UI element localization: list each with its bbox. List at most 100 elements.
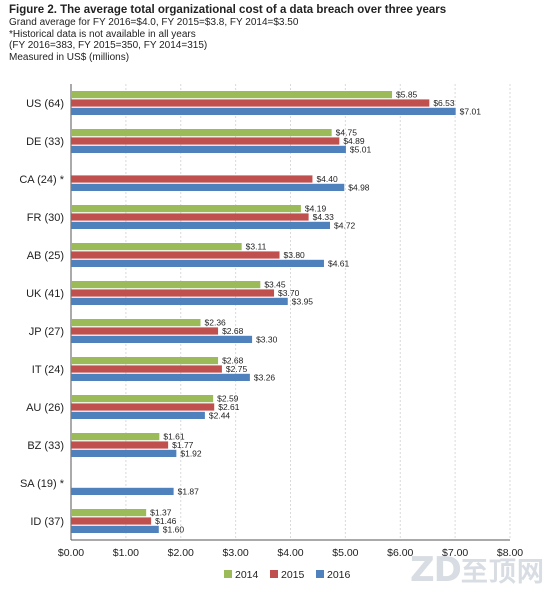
data-label: $5.85 [396, 90, 418, 100]
bar-2014 [71, 91, 393, 99]
data-label: $3.95 [292, 297, 314, 307]
legend-swatch [224, 570, 232, 578]
bar-2015 [71, 99, 430, 107]
legend-label: 2015 [281, 569, 305, 581]
bar-2015 [71, 175, 313, 183]
bar-2015 [71, 137, 340, 145]
category-label: FR (30) [27, 212, 64, 224]
bar-2016 [71, 107, 456, 115]
x-tick-label: $4.00 [277, 547, 303, 559]
data-label: $4.19 [305, 204, 327, 214]
bar-2016 [71, 487, 174, 495]
note-units: Measured in US$ (millions) [9, 51, 130, 63]
data-label: $2.59 [217, 394, 239, 404]
category-label: BZ (33) [27, 440, 64, 452]
bar-2016 [71, 297, 288, 305]
bar-2015 [71, 403, 215, 411]
legend-swatch [316, 570, 324, 578]
data-label: $4.72 [334, 221, 356, 231]
data-label: $4.75 [336, 128, 358, 138]
data-label: $3.11 [246, 242, 267, 252]
bar-2016 [71, 259, 324, 267]
x-tick-label: $0.00 [58, 547, 84, 559]
data-label: $7.01 [460, 107, 482, 117]
data-label: $2.61 [218, 402, 240, 412]
bar-2016 [71, 449, 177, 457]
bar-2014 [71, 433, 160, 441]
bar-2015 [71, 289, 275, 297]
bar-2014 [71, 205, 301, 213]
note-grand-average: Grand average for FY 2016=$4.0, FY 2015=… [9, 17, 299, 28]
x-tick-label: $6.00 [387, 547, 413, 559]
data-label: $3.30 [256, 335, 278, 345]
category-label: ID (37) [30, 516, 64, 528]
chart-title: Figure 2. The average total organization… [9, 4, 447, 16]
bar-2015 [71, 441, 169, 449]
bar-2015 [71, 213, 309, 221]
watermark-cn: 至顶网 [460, 557, 545, 588]
category-label: SA (19) * [20, 478, 65, 490]
legend-label: 2014 [235, 569, 259, 581]
data-label: $1.60 [163, 525, 185, 535]
x-tick-label: $2.00 [168, 547, 194, 559]
bar-2014 [71, 129, 332, 137]
data-label: $4.89 [343, 136, 365, 146]
bar-2015 [71, 251, 280, 259]
bar-2016 [71, 221, 331, 229]
data-label: $1.61 [163, 432, 185, 442]
bar-2016 [71, 335, 253, 343]
bar-2015 [71, 517, 152, 525]
category-label: CA (24) * [19, 174, 64, 186]
bar-2014 [71, 357, 219, 365]
data-label: $3.80 [284, 250, 306, 260]
watermark-latin: ZD [410, 550, 462, 590]
x-tick-label: $3.00 [222, 547, 248, 559]
data-label: $3.70 [278, 288, 300, 298]
bar-2014 [71, 281, 261, 289]
legend-label: 2016 [327, 569, 351, 581]
legend-swatch [270, 570, 278, 578]
bar-2014 [71, 509, 147, 517]
x-tick-label: $1.00 [113, 547, 139, 559]
bar-2015 [71, 327, 219, 335]
note-historical: *Historical data is not available in all… [9, 28, 196, 40]
bar-2016 [71, 411, 205, 419]
bar-2014 [71, 395, 214, 403]
watermark-logo: ZD至顶网 [410, 550, 545, 590]
bar-2016 [71, 525, 159, 533]
chart-header: Figure 2. The average total organization… [9, 3, 549, 63]
category-label: AB (25) [27, 250, 64, 262]
bar-2016 [71, 373, 250, 381]
note-sample-sizes: (FY 2016=383, FY 2015=350, FY 2014=315) [9, 40, 208, 51]
data-label: $2.68 [222, 356, 244, 366]
bar-2015 [71, 365, 222, 373]
data-label: $6.53 [433, 98, 455, 108]
bar-2014 [71, 319, 201, 327]
data-label: $4.61 [328, 259, 350, 269]
x-tick-label: $7.00 [442, 547, 468, 559]
data-label: $4.40 [316, 174, 338, 184]
bar-2016 [71, 183, 345, 191]
data-label: $2.75 [226, 364, 248, 374]
bar-2014 [71, 243, 242, 251]
data-label: $3.26 [254, 373, 276, 383]
x-tick-label: $5.00 [332, 547, 358, 559]
category-label: JP (27) [29, 326, 64, 338]
data-label: $1.46 [155, 516, 177, 526]
data-label: $2.36 [205, 318, 227, 328]
category-label: AU (26) [26, 402, 64, 414]
category-label: IT (24) [32, 364, 64, 376]
category-label: DE (33) [26, 136, 64, 148]
data-label: $1.77 [172, 440, 194, 450]
data-label: $1.37 [150, 508, 172, 518]
data-label: $2.44 [209, 411, 231, 421]
data-label: $5.01 [350, 145, 372, 155]
category-label: UK (41) [26, 288, 64, 300]
category-label: US (64) [26, 98, 64, 110]
bar-2016 [71, 145, 346, 153]
data-label: $2.68 [222, 326, 244, 336]
data-label: $1.92 [180, 449, 202, 459]
data-label: $3.45 [264, 280, 286, 290]
data-label: $4.98 [348, 183, 370, 193]
